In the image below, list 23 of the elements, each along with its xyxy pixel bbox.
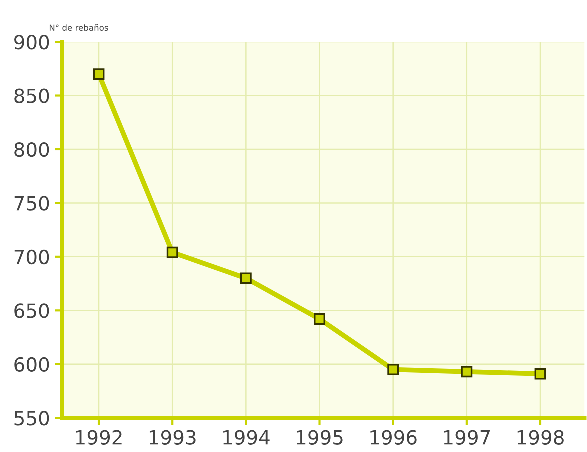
point xyxy=(93,68,105,80)
point xyxy=(166,246,178,258)
y-tick-label: 600 xyxy=(14,357,50,372)
point xyxy=(388,364,400,376)
point xyxy=(534,368,546,380)
y-tick-label: 750 xyxy=(14,196,50,211)
point xyxy=(240,272,252,284)
x-tick-label: 1995 xyxy=(297,430,343,445)
y-tick-label: 700 xyxy=(14,250,50,265)
point xyxy=(314,314,326,325)
x-tick-label: 1994 xyxy=(224,430,270,445)
y-tick-label: 550 xyxy=(14,411,50,426)
x-tick-label: 1992 xyxy=(76,430,122,445)
x-tick-label: 1996 xyxy=(370,430,417,445)
x-tick-label: 1997 xyxy=(444,430,490,445)
y-tick-label: 650 xyxy=(14,304,50,318)
y-axis-title: N° de rebaños xyxy=(50,24,108,32)
y-tick-label: 900 xyxy=(14,34,50,50)
point xyxy=(461,366,473,378)
x-tick-label: 1993 xyxy=(150,430,196,445)
x-tick-label: 1998 xyxy=(518,430,564,445)
y-tick-label: 800 xyxy=(14,142,50,158)
y-tick-label: 850 xyxy=(14,88,50,104)
